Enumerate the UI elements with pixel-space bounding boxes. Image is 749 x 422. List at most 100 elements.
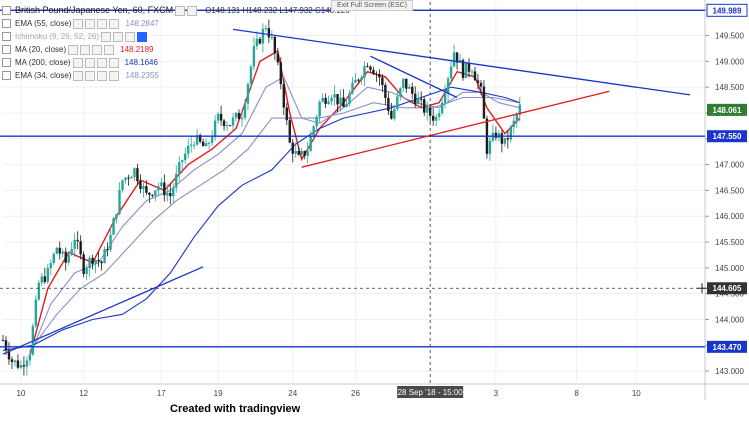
candle-body [300,150,303,155]
settings-icon[interactable] [73,70,84,81]
candle-body [443,93,447,103]
legend-indicator-row[interactable]: EMA (55, close) 148.2847 [2,17,350,30]
candle-body [357,79,360,81]
candle-body [67,254,70,263]
more-icon[interactable] [109,70,120,81]
candle-body [1,340,5,342]
candle-body [225,125,229,127]
visibility-icon[interactable] [85,18,96,29]
footer-caption: Created with tradingview [170,403,301,415]
more-icon[interactable] [109,18,120,29]
close-icon[interactable] [97,18,108,29]
settings-icon[interactable] [72,57,83,68]
close-icon[interactable] [97,70,108,81]
trend-line [301,90,610,168]
y-tick-label: 144.000 [715,315,744,324]
price-label: 149.989 [713,6,742,15]
y-tick-label: 145.500 [715,238,744,247]
candle-body [303,150,306,156]
more-icon[interactable] [104,44,115,55]
candle-body [417,98,420,104]
candle-body [166,193,169,196]
indicator-value: 148.1646 [124,58,158,67]
collapse-icon[interactable] [2,6,11,15]
y-tick-label: 143.000 [715,367,744,376]
candle-body [455,52,459,63]
y-tick-label: 146.000 [715,212,744,221]
visibility-icon[interactable] [85,70,96,81]
candle-body [25,360,29,367]
candlesticks [1,19,521,376]
indicator-checkbox-icon[interactable] [2,71,11,80]
visibility-icon[interactable] [187,5,198,16]
candle-body [348,93,351,104]
candle-body [363,66,366,78]
exit-fullscreen-button[interactable]: Exit Full Screen (ESC) [331,0,414,11]
visibility-icon[interactable] [84,57,95,68]
candle-body [154,190,157,196]
indicator-value: 148.2847 [125,19,159,28]
visibility-icon[interactable] [80,44,91,55]
indicator-lines [2,49,521,356]
trend-line [370,55,458,99]
candle-body [201,141,205,147]
candle-body [258,38,262,44]
candle-body [476,80,480,83]
more-icon[interactable] [137,31,148,42]
settings-icon[interactable] [73,18,84,29]
indicator-checkbox-icon[interactable] [2,19,11,28]
indicator-line [2,86,520,351]
price-label-box [707,282,747,295]
candle-body [219,113,223,121]
settings-icon[interactable] [68,44,79,55]
candle-body [252,46,256,67]
candle-body [273,36,277,54]
candle-body [139,181,142,190]
indicator-checkbox-icon[interactable] [2,58,11,67]
candle-body [181,160,184,163]
more-icon[interactable] [108,57,119,68]
legend-title-row: British Pound/Japanese Yen, 60, FXCM O14… [2,4,350,17]
candle-body [414,93,417,104]
settings-icon[interactable] [101,31,112,42]
indicator-value: 148.2189 [120,45,154,54]
candle-body [378,74,381,78]
close-icon[interactable] [125,31,136,42]
y-tick-label: 145.000 [715,264,744,273]
candle-body [198,135,202,142]
candle-body [4,340,8,351]
legend-indicator-row[interactable]: Ichimoku (9, 26, 52, 26) [2,30,350,43]
settings-icon[interactable] [175,5,186,16]
candle-body [255,38,259,47]
candle-body [384,84,387,98]
candle-body [261,28,265,44]
indicator-checkbox-icon[interactable] [2,45,11,54]
candle-body [228,125,232,127]
candle-body [437,113,441,117]
candle-body [52,253,55,264]
candle-body [366,66,369,68]
candle-body [518,104,521,115]
trend-line [2,266,204,355]
indicator-label: MA (20, close) [15,45,67,54]
x-tick-label: 24 [288,389,297,398]
visibility-icon[interactable] [113,31,124,42]
close-icon[interactable] [92,44,103,55]
indicator-checkbox-icon[interactable] [2,32,11,41]
candle-body [503,138,507,144]
candle-body [336,94,339,105]
candle-body [488,140,492,154]
legend-indicator-row[interactable]: EMA (34, close) 148.2355 [2,69,350,82]
candle-body [270,36,274,38]
candle-body [237,112,241,120]
legend-indicator-row[interactable]: MA (20, close) 148.2189 [2,43,350,56]
candle-body [321,98,324,102]
candle-body [318,101,321,117]
candle-body [375,74,378,76]
candle-body [115,213,118,219]
candle-body [148,192,151,195]
close-icon[interactable] [96,57,107,68]
legend-indicator-row[interactable]: MA (200, close) 148.1646 [2,56,350,69]
candle-body [213,120,217,138]
